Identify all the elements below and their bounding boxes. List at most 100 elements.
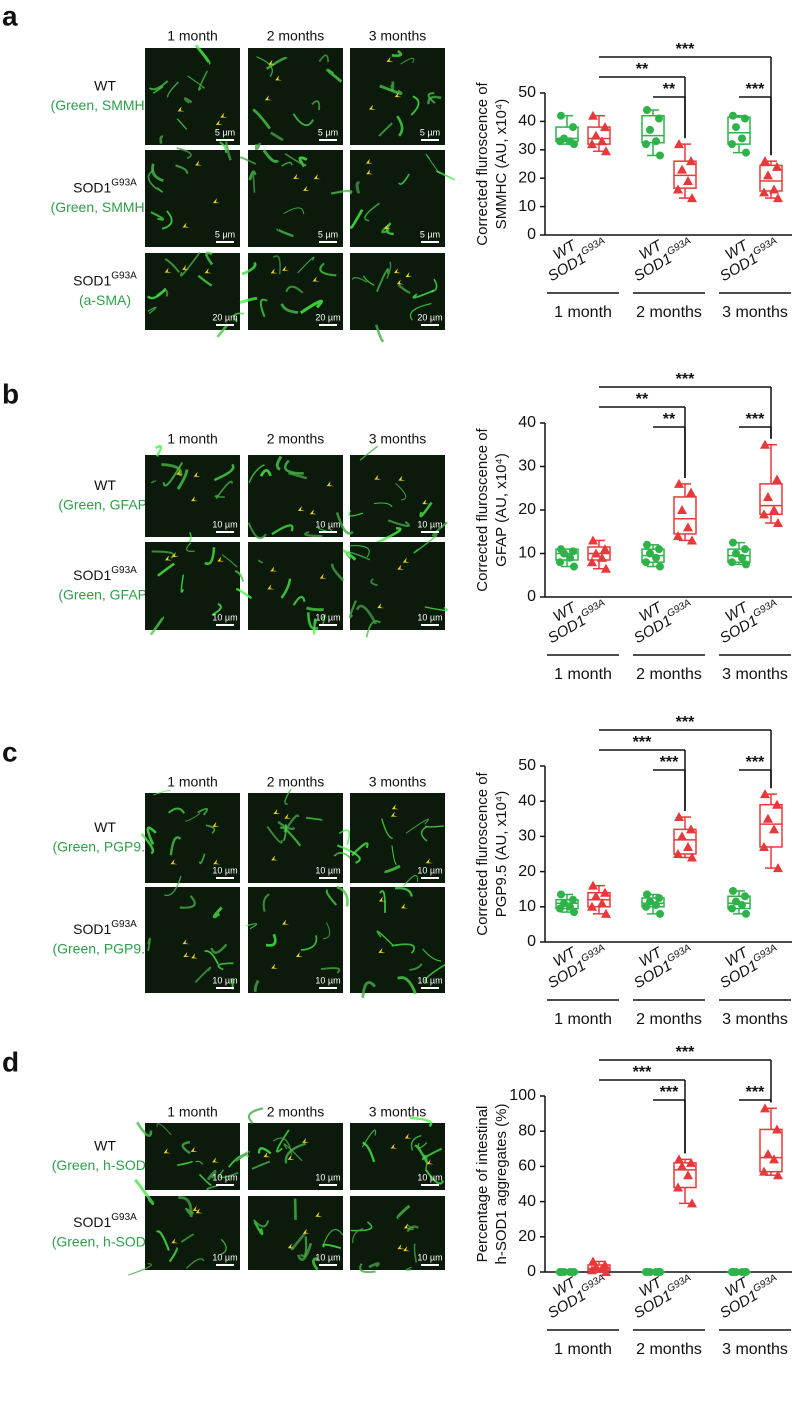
point <box>769 505 779 514</box>
fluorescence <box>419 501 433 518</box>
row-label-base: WT <box>94 477 116 493</box>
y-tick-label: 40 <box>518 414 536 431</box>
point <box>677 831 687 841</box>
point <box>601 1267 611 1276</box>
point <box>569 547 577 556</box>
arrowhead <box>183 952 191 958</box>
point <box>674 1154 684 1164</box>
micrograph <box>145 455 240 537</box>
fluorescence <box>176 469 189 490</box>
fluorescence <box>387 519 410 528</box>
fluorescence <box>147 937 151 952</box>
fluorescence <box>177 1196 193 1218</box>
micrograph <box>248 455 343 537</box>
row-label-sup: G93A <box>111 919 137 930</box>
arrowhead <box>171 552 179 558</box>
point <box>642 1268 650 1276</box>
fluorescence <box>410 1134 422 1151</box>
point <box>652 137 660 146</box>
point <box>656 909 664 918</box>
row-stain: (Green, h-SOD1) <box>52 1157 159 1173</box>
fluorescence <box>221 554 238 568</box>
significance-label: *** <box>676 714 695 731</box>
point <box>643 106 651 115</box>
y-tick-label: 20 <box>518 863 536 880</box>
fluorescence <box>184 812 201 822</box>
y-axis-title: Corrected fluroscence of <box>474 81 491 245</box>
column-heading: 3 months <box>369 28 427 44</box>
x-tick-label-sup: G93A <box>751 942 779 964</box>
point <box>759 1166 769 1176</box>
micrograph <box>145 887 240 993</box>
point <box>763 813 773 823</box>
fluorescence <box>234 1150 251 1163</box>
arrowhead <box>390 811 398 817</box>
column-heading: 3 months <box>369 774 427 790</box>
x-tick-label-sup: G93A <box>579 235 607 257</box>
point <box>642 140 650 149</box>
fluorescence <box>262 149 279 163</box>
fluorescence <box>397 976 417 995</box>
fluorescence <box>406 1225 419 1233</box>
point <box>772 799 782 809</box>
fluorescence <box>319 262 337 277</box>
arrowhead <box>177 106 185 112</box>
fluorescence <box>224 141 232 161</box>
point <box>601 563 611 573</box>
scale-label: 5 µm <box>420 127 440 137</box>
fluorescence <box>376 268 390 292</box>
point <box>597 552 607 562</box>
fluorescence <box>391 943 416 954</box>
arrowhead <box>284 813 292 819</box>
fluorescence <box>348 510 364 517</box>
fluorescence <box>306 612 319 631</box>
column-heading: 1 month <box>167 774 218 790</box>
point <box>656 151 664 160</box>
fluorescence <box>215 480 233 500</box>
point <box>760 789 770 799</box>
fluorescence <box>397 283 411 294</box>
row-label: WT <box>94 77 116 93</box>
fluorescence <box>166 81 179 98</box>
fluorescence <box>362 275 375 286</box>
arrowhead <box>171 1238 179 1244</box>
fluorescence <box>379 890 386 913</box>
fluorescence <box>330 189 353 195</box>
fluorescence <box>210 943 228 954</box>
significance-label: *** <box>676 1044 695 1061</box>
arrowhead <box>378 947 386 953</box>
fluorescence <box>219 141 227 153</box>
scale-label: 10 µm <box>315 975 340 985</box>
arrowhead <box>182 939 190 945</box>
scale-label: 5 µm <box>215 229 235 239</box>
point <box>760 156 770 166</box>
fluorescence <box>211 603 222 616</box>
fluorescence <box>320 967 341 974</box>
fluorescence <box>205 251 214 266</box>
fluorescence <box>397 173 410 185</box>
x-tick-label: SOD1G93A <box>544 235 611 285</box>
y-tick-label: 60 <box>518 1158 536 1175</box>
column-heading: 2 months <box>267 1104 325 1120</box>
fluorescence <box>422 1154 428 1170</box>
point <box>673 849 683 858</box>
fluorescence <box>257 559 264 564</box>
fluorescence <box>422 948 442 962</box>
fluorescence <box>154 444 163 457</box>
fluorescence <box>197 274 213 287</box>
x-tick-label: SOD1G93A <box>630 1272 697 1322</box>
fluorescence <box>350 1221 373 1232</box>
y-axis-title: PGP9.5 (AU, x10⁴) <box>493 791 510 918</box>
fluorescence <box>318 54 329 63</box>
fluorescence <box>206 1169 217 1181</box>
fluorescence <box>251 1160 271 1170</box>
arrowhead <box>397 1244 405 1250</box>
point <box>683 176 693 186</box>
point <box>652 553 660 562</box>
arrowhead <box>378 896 386 902</box>
fluorescence <box>217 962 234 971</box>
x-tick-label-sup: G93A <box>579 597 607 619</box>
significance-label: ** <box>636 61 649 78</box>
fluorescence <box>342 549 357 561</box>
fluorescence <box>149 616 164 636</box>
